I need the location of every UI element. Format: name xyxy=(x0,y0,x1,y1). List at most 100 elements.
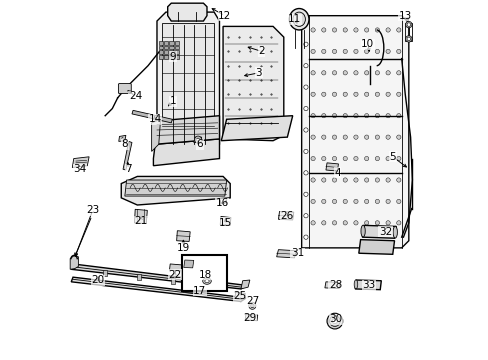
Circle shape xyxy=(332,221,336,225)
Bar xyxy=(159,41,163,45)
Text: 22: 22 xyxy=(168,270,181,280)
Circle shape xyxy=(332,28,336,32)
Circle shape xyxy=(332,157,336,161)
Text: 18: 18 xyxy=(198,270,211,280)
Circle shape xyxy=(303,192,307,197)
Text: 15: 15 xyxy=(219,218,232,228)
Circle shape xyxy=(343,71,346,75)
Circle shape xyxy=(374,71,379,75)
Circle shape xyxy=(374,28,379,32)
Circle shape xyxy=(353,28,357,32)
Circle shape xyxy=(385,28,389,32)
Polygon shape xyxy=(354,280,381,290)
Circle shape xyxy=(321,178,325,182)
Text: 13: 13 xyxy=(398,11,411,21)
Bar xyxy=(175,55,179,59)
Circle shape xyxy=(321,221,325,225)
Polygon shape xyxy=(176,231,190,242)
Circle shape xyxy=(396,113,400,118)
Circle shape xyxy=(406,37,410,41)
Bar xyxy=(137,274,141,280)
Polygon shape xyxy=(324,282,340,289)
Circle shape xyxy=(405,36,411,42)
Polygon shape xyxy=(124,180,226,196)
Ellipse shape xyxy=(289,9,308,30)
Circle shape xyxy=(364,199,368,203)
Text: 10: 10 xyxy=(361,39,373,49)
Text: 6: 6 xyxy=(196,139,203,149)
Polygon shape xyxy=(241,280,249,289)
Circle shape xyxy=(364,135,368,139)
Circle shape xyxy=(303,235,307,239)
Circle shape xyxy=(321,49,325,54)
Text: 7: 7 xyxy=(125,164,131,174)
Polygon shape xyxy=(358,240,394,254)
Polygon shape xyxy=(185,287,202,293)
Circle shape xyxy=(364,71,368,75)
Bar xyxy=(175,50,179,54)
Text: 17: 17 xyxy=(193,286,206,296)
Bar xyxy=(159,50,163,54)
Polygon shape xyxy=(167,3,206,21)
Circle shape xyxy=(310,49,315,54)
Bar xyxy=(171,278,175,284)
Circle shape xyxy=(343,157,346,161)
Circle shape xyxy=(385,135,389,139)
Circle shape xyxy=(374,178,379,182)
Bar xyxy=(164,50,168,54)
Circle shape xyxy=(326,313,342,329)
Circle shape xyxy=(364,221,368,225)
Bar xyxy=(204,282,209,288)
Circle shape xyxy=(310,199,315,203)
Text: 2: 2 xyxy=(258,46,264,57)
FancyBboxPatch shape xyxy=(118,84,131,94)
Circle shape xyxy=(196,138,199,141)
Circle shape xyxy=(310,28,315,32)
Circle shape xyxy=(321,113,325,118)
Circle shape xyxy=(321,71,325,75)
Circle shape xyxy=(332,319,337,324)
Bar xyxy=(169,55,173,59)
Circle shape xyxy=(396,135,400,139)
Circle shape xyxy=(396,157,400,161)
Text: 28: 28 xyxy=(328,280,342,291)
Circle shape xyxy=(364,178,368,182)
Text: 27: 27 xyxy=(245,296,259,306)
Ellipse shape xyxy=(353,280,357,289)
Ellipse shape xyxy=(292,12,305,26)
Polygon shape xyxy=(132,111,172,123)
Circle shape xyxy=(332,135,336,139)
Circle shape xyxy=(353,157,357,161)
Text: 3: 3 xyxy=(255,68,262,78)
Polygon shape xyxy=(151,119,160,152)
Circle shape xyxy=(374,221,379,225)
Text: 1: 1 xyxy=(169,96,176,107)
Text: 11: 11 xyxy=(287,14,301,24)
Polygon shape xyxy=(70,255,78,269)
Circle shape xyxy=(303,85,307,89)
Circle shape xyxy=(385,49,389,54)
Circle shape xyxy=(343,92,346,96)
Polygon shape xyxy=(278,211,293,220)
Text: 33: 33 xyxy=(362,280,375,291)
Polygon shape xyxy=(162,23,214,146)
Text: 20: 20 xyxy=(91,275,104,285)
Polygon shape xyxy=(221,116,292,141)
Circle shape xyxy=(310,221,315,225)
Polygon shape xyxy=(155,116,219,144)
Circle shape xyxy=(385,157,389,161)
Circle shape xyxy=(332,92,336,96)
Circle shape xyxy=(321,92,325,96)
Text: 16: 16 xyxy=(215,198,228,208)
Circle shape xyxy=(364,28,368,32)
Circle shape xyxy=(343,199,346,203)
Polygon shape xyxy=(183,260,193,268)
Circle shape xyxy=(353,113,357,118)
Circle shape xyxy=(332,113,336,118)
Circle shape xyxy=(332,71,336,75)
Circle shape xyxy=(303,107,307,111)
Polygon shape xyxy=(157,12,219,152)
Circle shape xyxy=(343,49,346,54)
Text: 32: 32 xyxy=(378,227,391,237)
Circle shape xyxy=(303,149,307,154)
